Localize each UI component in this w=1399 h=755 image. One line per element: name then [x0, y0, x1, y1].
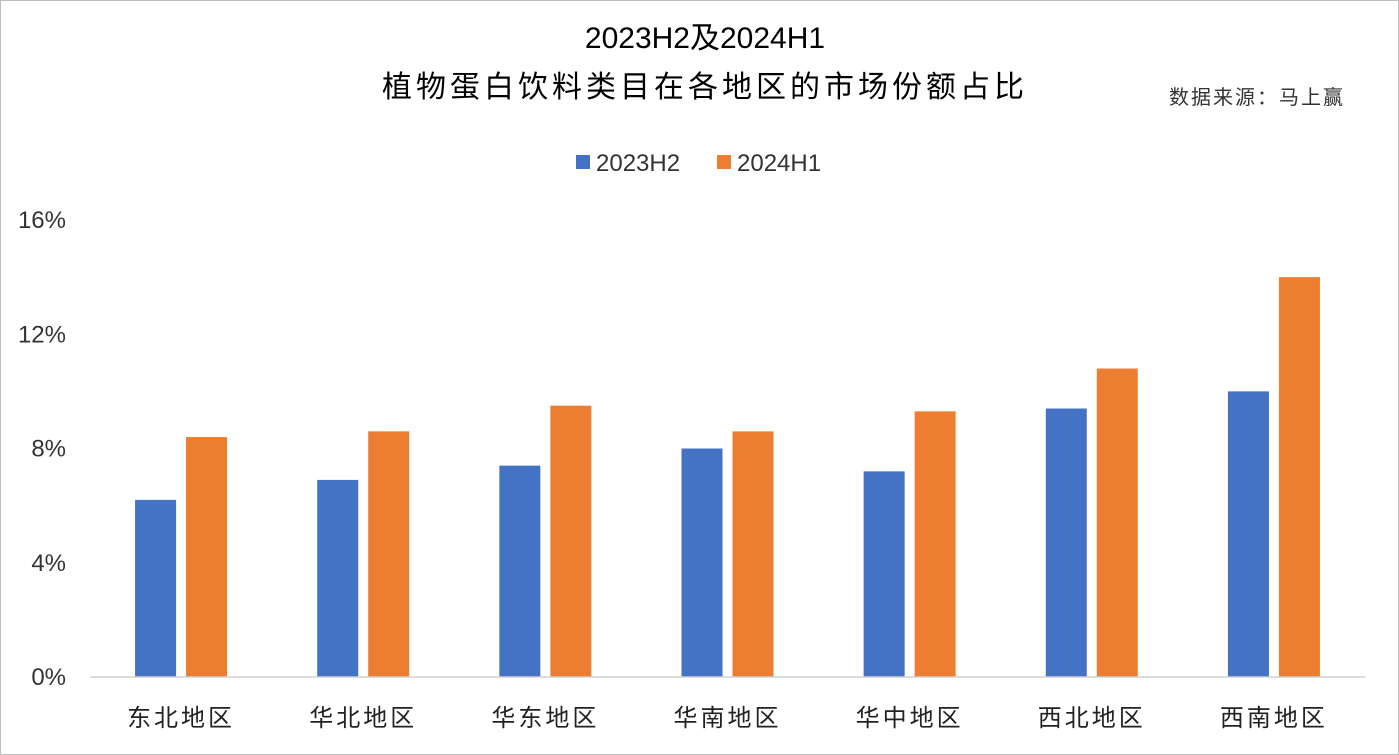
- legend: 2023H2 2024H1: [576, 150, 821, 177]
- bar-2024H1-6: [1278, 277, 1320, 677]
- y-axis: 0% 4% 8% 12% 16%: [18, 207, 66, 691]
- chart-title: 2023H2及2024H1: [585, 22, 825, 55]
- bar-2024H1-0: [186, 437, 228, 677]
- x-tick-label: 华北地区: [309, 704, 417, 732]
- bar-group: [1227, 277, 1320, 677]
- source-note: 数据来源：马上赢: [1169, 85, 1345, 109]
- y-tick-label: 0%: [31, 664, 66, 691]
- bar-2023H2-3: [681, 448, 723, 677]
- legend-item: 2023H2: [576, 150, 680, 177]
- bar-2024H1-5: [1096, 368, 1138, 677]
- bar-group: [681, 431, 774, 677]
- bar-2024H1-1: [368, 431, 410, 677]
- bar-group: [317, 431, 410, 677]
- bar-2023H2-6: [1227, 391, 1269, 677]
- bar-2023H2-0: [135, 499, 177, 677]
- bar-2023H2-2: [499, 465, 541, 677]
- bar-2024H1-4: [914, 411, 956, 677]
- bar-group: [1045, 368, 1138, 677]
- x-tick-label: 西北地区: [1038, 704, 1146, 732]
- x-tick-label: 东北地区: [127, 704, 235, 732]
- legend-label: 2024H1: [737, 150, 821, 177]
- x-tick-label: 西南地区: [1220, 704, 1328, 732]
- bar-2023H2-4: [863, 471, 905, 677]
- bar-2024H1-3: [732, 431, 774, 677]
- x-tick-label: 华东地区: [491, 704, 599, 732]
- chart-subtitle: 植物蛋白饮料类目在各地区的市场份额占比: [382, 70, 1028, 105]
- bar-group: [863, 411, 956, 677]
- bar-2024H1-2: [550, 405, 592, 677]
- x-tick-label: 华中地区: [856, 704, 964, 732]
- bar-group: [499, 405, 592, 677]
- x-tick-label: 华南地区: [674, 704, 782, 732]
- x-axis: 东北地区 华北地区 华东地区 华南地区 华中地区 西北地区 西南地区: [127, 704, 1328, 732]
- bar-2023H2-5: [1045, 408, 1087, 677]
- bars: [135, 277, 1320, 677]
- legend-swatch: [576, 155, 590, 169]
- y-tick-label: 12%: [18, 321, 66, 348]
- legend-swatch: [717, 155, 731, 169]
- bar-2023H2-1: [317, 479, 359, 677]
- y-tick-label: 8%: [31, 436, 66, 463]
- y-tick-label: 16%: [18, 207, 66, 234]
- legend-label: 2023H2: [596, 150, 680, 177]
- legend-item: 2024H1: [717, 150, 821, 177]
- bar-group: [135, 437, 228, 677]
- y-tick-label: 4%: [31, 550, 66, 577]
